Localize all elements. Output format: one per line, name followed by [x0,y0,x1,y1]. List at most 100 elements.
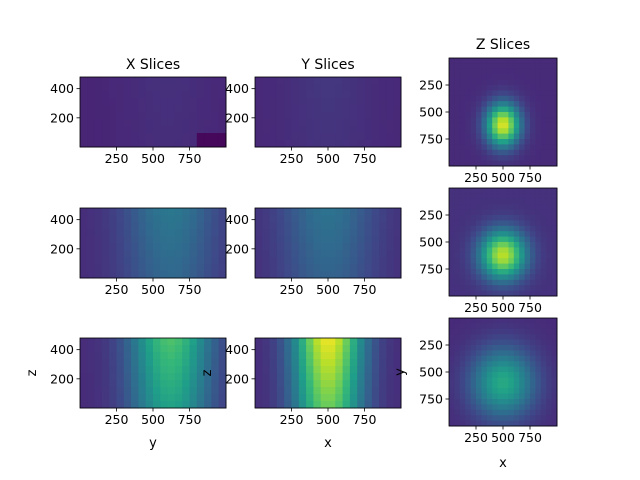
heatmap-cell [109,380,117,388]
heatmap-cell [109,208,117,216]
heatmap-cell [298,380,307,388]
x-tick-label: 750 [353,412,377,427]
heatmap-cell [123,345,132,353]
heatmap-cell [476,388,482,395]
heatmap-cell [486,198,493,205]
heatmap-cell [101,352,110,360]
heatmap-cell [393,236,402,244]
heatmap-cell [551,63,558,70]
heatmap-cell [486,133,493,140]
heatmap-cell [357,366,365,374]
heatmap-cell [313,222,322,230]
heatmap-cell [486,128,493,135]
heatmap-cell [138,208,147,216]
heatmap-cell [503,215,509,221]
heatmap-cell [470,258,477,265]
heatmap-cell [291,257,300,265]
heatmap-cell [486,225,493,232]
heatmap-cell [320,250,329,258]
heatmap-cell [123,373,132,381]
heatmap-cell [530,355,536,362]
heatmap-cell [80,84,88,92]
heatmap-cell [313,380,322,388]
heatmap-cell [328,264,336,272]
heatmap-cell [116,401,125,409]
heatmap-cell [393,257,402,265]
heatmap-cell [486,231,493,238]
heatmap-cell [540,345,547,351]
heatmap-cell [393,215,402,223]
heatmap-cell [379,366,387,374]
heatmap-cell [342,380,351,388]
heatmap-cell [328,338,336,346]
y-tick-label: 200 [50,110,74,125]
heatmap-cell [211,359,220,367]
heatmap-cell [145,394,154,402]
heatmap-cell [492,68,499,75]
heatmap-cell [349,250,358,258]
heatmap-cell [535,68,542,75]
heatmap-cell [196,208,205,216]
heatmap-cell [371,264,380,272]
heatmap-cell [449,225,455,232]
heatmap-cell [470,242,477,248]
heatmap-cell [116,271,125,279]
heatmap-cell [328,126,336,134]
heatmap-cell [449,209,455,216]
heatmap-cell [87,257,96,265]
heatmap-cell [470,236,477,243]
heatmap-cell [551,85,558,91]
heatmap-cell [503,68,509,75]
heatmap-cell [449,231,455,238]
heatmap-cell [513,388,520,395]
heatmap-cell [486,101,493,108]
heatmap-cell [174,119,183,127]
heatmap-cell [513,339,520,346]
heatmap-cell [497,274,504,281]
heatmap-cell [535,366,542,373]
heatmap-cell [492,155,499,162]
heatmap-cell [153,229,161,237]
heatmap-cell [508,318,515,324]
heatmap-cell [508,252,515,259]
heatmap-cell [313,257,322,265]
heatmap-cell [196,401,205,409]
heatmap-cell [530,252,536,259]
y-tick-label: 500 [419,365,443,380]
heatmap-cell [546,236,553,243]
heatmap-cell [470,388,477,395]
heatmap-cell [328,345,336,353]
heatmap-cell [80,380,88,388]
heatmap-cell [465,258,472,265]
heatmap-cell [476,160,482,167]
heatmap-cell [551,144,558,151]
heatmap-cell [540,139,547,145]
heatmap-cell [298,243,307,251]
heatmap-cell [182,366,190,374]
heatmap-cell [335,236,344,244]
heatmap-cell [80,229,88,237]
heatmap-cell [454,274,461,281]
heatmap-cell [540,258,547,265]
heatmap-cell [386,229,395,237]
heatmap-cell [364,112,373,120]
heatmap-cell [138,112,147,120]
heatmap-cell [393,345,402,353]
heatmap-cell [459,393,466,400]
heatmap-cell [255,271,263,279]
heatmap-cell [80,133,88,141]
heatmap-cell [276,98,285,106]
heatmap-cell [393,140,402,148]
heatmap-cell [481,74,488,81]
heatmap-cell [503,258,509,265]
heatmap-cell [167,222,176,230]
heatmap-cell [101,133,110,141]
heatmap-cell [546,106,553,113]
heatmap-cell [486,247,493,254]
heatmap-cell [449,242,455,248]
heatmap-cell [492,328,499,335]
heatmap-cell [540,95,547,102]
heatmap-cell [109,236,117,244]
heatmap-cell [535,258,542,265]
heatmap-cell [393,264,402,272]
